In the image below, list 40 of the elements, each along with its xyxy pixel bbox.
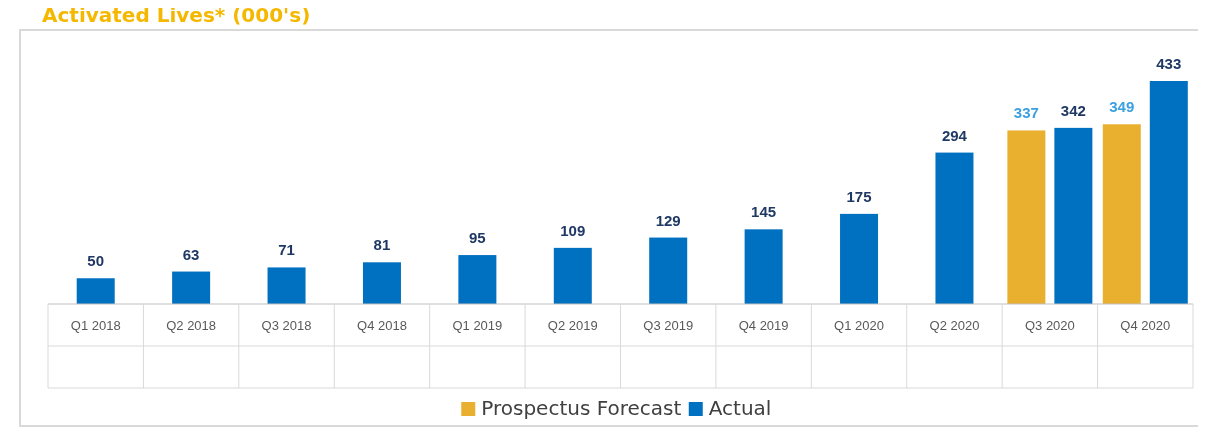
data-label: 175 bbox=[846, 187, 872, 205]
x-tick-label: Q2 2020 bbox=[929, 318, 980, 333]
data-label: 50 bbox=[87, 252, 105, 270]
x-tick-label: Q4 2018 bbox=[357, 318, 407, 333]
bar bbox=[267, 267, 306, 304]
data-label: 145 bbox=[751, 203, 777, 221]
bar bbox=[1007, 130, 1046, 304]
x-tick-label: Q3 2019 bbox=[643, 318, 694, 333]
bar bbox=[744, 229, 783, 304]
bar bbox=[553, 247, 592, 304]
data-label: 71 bbox=[278, 241, 295, 259]
data-label: 337 bbox=[1013, 104, 1039, 122]
data-label: 129 bbox=[655, 211, 681, 229]
bar bbox=[362, 262, 401, 304]
data-label: 81 bbox=[373, 236, 391, 254]
x-tick-label: Q3 2020 bbox=[1024, 318, 1075, 333]
bar bbox=[935, 152, 974, 304]
data-label: 294 bbox=[941, 126, 968, 144]
x-tick-label: Q4 2019 bbox=[738, 318, 789, 333]
x-tick-label: Q1 2020 bbox=[834, 318, 884, 333]
x-tick-label: Q4 2020 bbox=[1120, 318, 1171, 333]
data-label: 109 bbox=[560, 221, 586, 239]
bar bbox=[1102, 124, 1141, 304]
bar bbox=[172, 271, 211, 304]
data-label: 433 bbox=[1156, 55, 1182, 72]
data-label: 63 bbox=[182, 245, 200, 263]
data-label: 95 bbox=[469, 229, 486, 247]
data-label: 349 bbox=[1109, 98, 1135, 116]
bar bbox=[840, 213, 879, 304]
x-tick-label: Q1 2019 bbox=[452, 318, 503, 333]
bar bbox=[649, 237, 688, 304]
legend-label: Actual bbox=[708, 396, 772, 420]
x-tick-label: Q2 2018 bbox=[166, 318, 217, 333]
x-tick-label: Q2 2019 bbox=[547, 318, 598, 333]
legend-label: Prospectus Forecast bbox=[481, 396, 682, 420]
bar bbox=[458, 255, 497, 304]
data-label: 342 bbox=[1060, 101, 1086, 119]
x-tick-label: Q1 2018 bbox=[70, 318, 121, 333]
bar bbox=[76, 278, 115, 304]
x-tick-label: Q3 2018 bbox=[261, 318, 312, 333]
